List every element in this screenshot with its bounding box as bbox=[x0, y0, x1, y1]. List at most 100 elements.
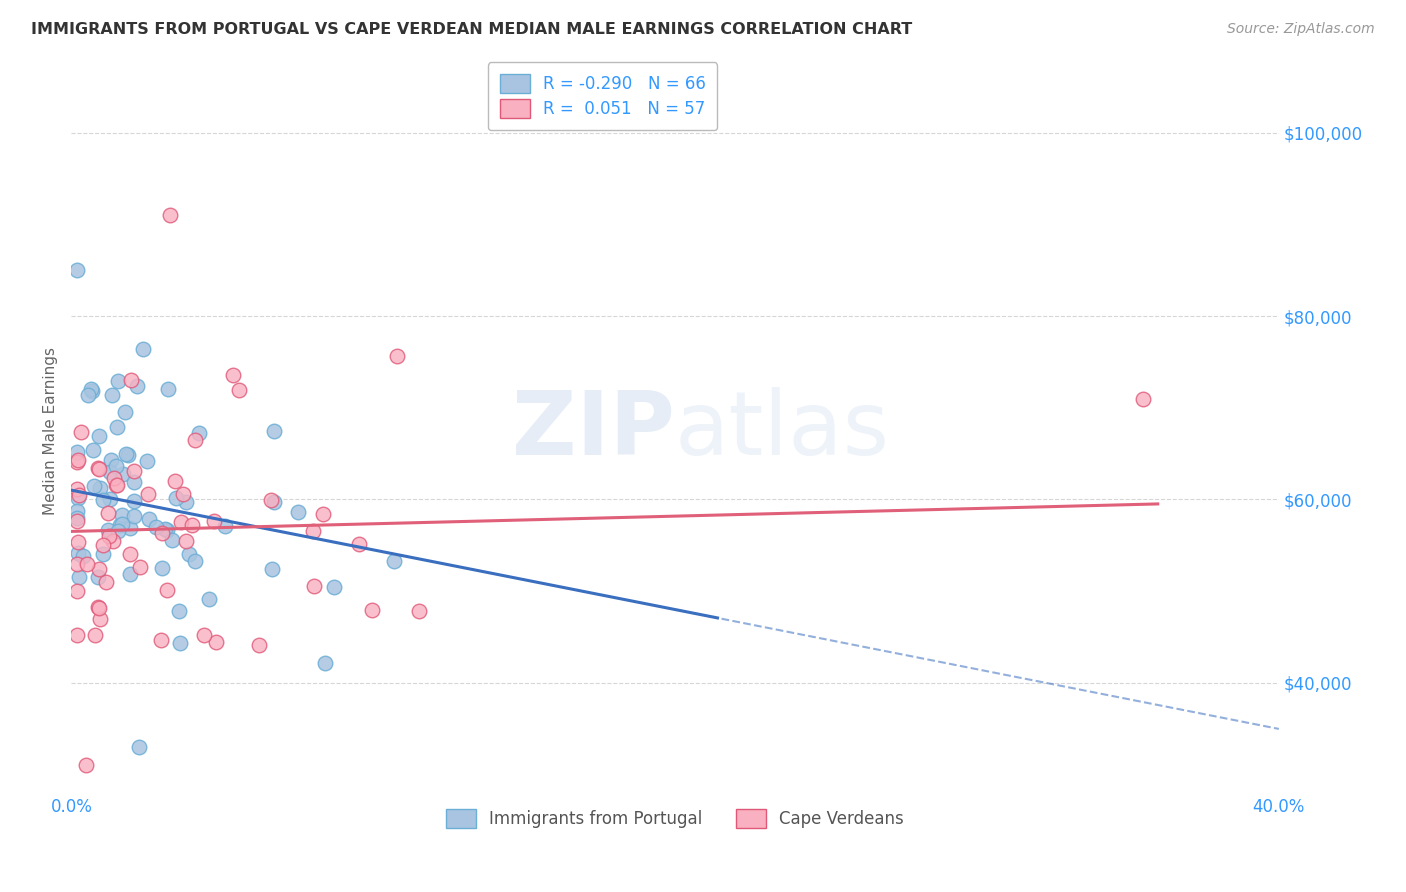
Point bbox=[180, 518, 202, 533]
Point bbox=[105, 478, 128, 492]
Point bbox=[66, 584, 89, 599]
Point bbox=[118, 566, 141, 581]
Point bbox=[91, 493, 114, 508]
Point bbox=[132, 342, 155, 356]
Point bbox=[66, 491, 89, 505]
Point bbox=[66, 455, 89, 469]
Point bbox=[98, 529, 121, 543]
Point bbox=[184, 433, 207, 447]
Point bbox=[75, 758, 97, 772]
Point bbox=[169, 636, 191, 650]
Point bbox=[125, 379, 148, 393]
Point bbox=[107, 524, 129, 538]
Point bbox=[260, 562, 283, 576]
Point bbox=[184, 554, 207, 568]
Point bbox=[156, 582, 179, 597]
Point bbox=[156, 523, 179, 537]
Point bbox=[76, 557, 98, 571]
Point bbox=[163, 474, 186, 488]
Point bbox=[69, 569, 91, 583]
Point bbox=[312, 507, 335, 521]
Point bbox=[105, 478, 128, 492]
Point bbox=[98, 491, 121, 506]
Point bbox=[72, 549, 94, 563]
Point bbox=[170, 516, 193, 530]
Point bbox=[129, 559, 152, 574]
Point bbox=[1132, 392, 1154, 406]
Point bbox=[122, 494, 145, 508]
Point bbox=[387, 349, 409, 363]
Point bbox=[174, 533, 197, 548]
Point bbox=[117, 449, 139, 463]
Point bbox=[70, 425, 93, 439]
Point bbox=[66, 504, 89, 518]
Point bbox=[89, 482, 111, 496]
Point bbox=[112, 467, 135, 481]
Point bbox=[153, 522, 176, 536]
Point bbox=[202, 514, 225, 528]
Point bbox=[347, 537, 370, 551]
Point bbox=[101, 388, 124, 402]
Point bbox=[145, 520, 167, 534]
Point bbox=[263, 494, 285, 508]
Point bbox=[382, 554, 405, 568]
Point bbox=[165, 491, 187, 506]
Point bbox=[66, 534, 89, 549]
Point bbox=[108, 518, 131, 533]
Point bbox=[287, 505, 309, 519]
Point bbox=[263, 425, 285, 439]
Point bbox=[80, 384, 103, 398]
Text: atlas: atlas bbox=[675, 387, 890, 474]
Point bbox=[87, 562, 110, 576]
Point bbox=[222, 368, 245, 382]
Point bbox=[66, 482, 89, 496]
Point bbox=[172, 487, 194, 501]
Point bbox=[302, 579, 325, 593]
Point bbox=[97, 506, 120, 520]
Text: ZIP: ZIP bbox=[512, 387, 675, 474]
Point bbox=[101, 534, 124, 549]
Point bbox=[66, 545, 89, 559]
Point bbox=[66, 628, 89, 642]
Point bbox=[80, 382, 103, 396]
Point bbox=[122, 475, 145, 489]
Point bbox=[66, 511, 89, 525]
Point bbox=[66, 514, 89, 528]
Point bbox=[193, 628, 215, 642]
Point bbox=[323, 580, 346, 594]
Point bbox=[111, 508, 134, 522]
Point bbox=[214, 518, 236, 533]
Point bbox=[118, 547, 141, 561]
Point bbox=[87, 599, 110, 614]
Point bbox=[86, 461, 108, 475]
Point bbox=[136, 486, 159, 500]
Point bbox=[91, 538, 114, 552]
Point bbox=[136, 454, 159, 468]
Point bbox=[301, 524, 323, 539]
Point bbox=[115, 448, 138, 462]
Point bbox=[89, 612, 111, 626]
Point bbox=[157, 382, 180, 396]
Point bbox=[177, 547, 200, 561]
Point bbox=[87, 570, 110, 584]
Point bbox=[150, 560, 173, 574]
Legend: Immigrants from Portugal, Cape Verdeans: Immigrants from Portugal, Cape Verdeans bbox=[440, 803, 911, 835]
Point bbox=[91, 548, 114, 562]
Point bbox=[204, 635, 226, 649]
Point bbox=[174, 495, 197, 509]
Point bbox=[66, 557, 89, 571]
Point bbox=[188, 426, 211, 441]
Point bbox=[84, 628, 107, 642]
Point bbox=[107, 374, 129, 388]
Point bbox=[122, 509, 145, 524]
Point bbox=[111, 516, 134, 531]
Point bbox=[105, 458, 128, 473]
Point bbox=[167, 604, 190, 618]
Point bbox=[100, 453, 122, 467]
Point bbox=[314, 656, 336, 670]
Point bbox=[160, 533, 183, 547]
Point bbox=[408, 604, 430, 618]
Point bbox=[97, 523, 120, 537]
Point bbox=[87, 601, 110, 615]
Point bbox=[260, 493, 283, 508]
